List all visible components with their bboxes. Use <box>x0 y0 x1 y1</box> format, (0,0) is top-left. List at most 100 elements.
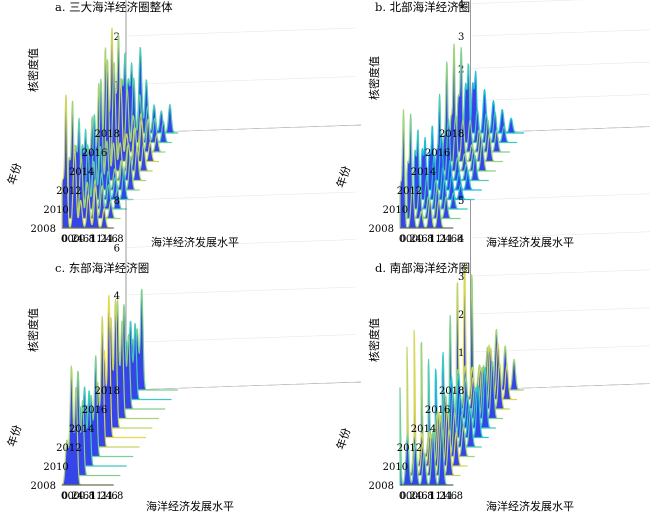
density-ridge <box>399 387 454 486</box>
z-gridline <box>125 286 357 296</box>
density-ridge <box>406 113 461 220</box>
x-tick-label: 0 <box>61 234 67 245</box>
x-tick-label: 0.8 <box>418 234 434 245</box>
z-tick-label: 4 <box>114 291 120 302</box>
panel-title: b. 北部海洋经济圈 <box>375 0 470 14</box>
z-tick-label: 3 <box>458 272 464 283</box>
z-axis-label: 核密度值 <box>367 56 381 100</box>
year-tick-label: 2008 <box>31 481 56 492</box>
z-axis-label: 核密度值 <box>26 48 40 92</box>
x-tick-label: 0.2 <box>400 491 416 502</box>
year-tick-label: 2010 <box>383 462 408 473</box>
z-tick-label: 6 <box>114 244 120 255</box>
x-tick-label: 0.2 <box>62 234 78 245</box>
y-axis-label: 年份 <box>4 423 24 448</box>
year-tick-label: 2010 <box>43 205 68 216</box>
z-tick-label: 2 <box>114 32 120 43</box>
x-tick-label: 1.4 <box>435 491 451 502</box>
year-tick-label: 2012 <box>56 186 81 197</box>
density-ridge <box>413 129 468 210</box>
y-axis-label: 年份 <box>333 164 353 189</box>
x-tick-label: 1.6 <box>441 234 457 245</box>
x-tick-label: 0.8 <box>418 491 434 502</box>
year-tick-label: 2018 <box>95 129 120 140</box>
z-tick-label: 5 <box>458 196 464 207</box>
x-tick-label: 0.2 <box>400 234 416 245</box>
z-gridline <box>470 345 650 353</box>
z-tick-label: 4 <box>458 0 464 11</box>
x-tick-label: 1.4 <box>96 234 112 245</box>
year-tick-label: 2016 <box>82 405 107 416</box>
year-tick-label: 2010 <box>383 205 408 216</box>
year-tick-label: 2012 <box>56 443 81 454</box>
z-gridline <box>470 269 650 277</box>
year-tick-label: 2018 <box>95 386 120 397</box>
z-tick-label: 1 <box>458 348 464 359</box>
year-tick-label: 2008 <box>369 481 394 492</box>
year-tick-label: 2014 <box>411 167 436 178</box>
z-axis-label: 核密度值 <box>26 308 40 352</box>
z-gridline <box>125 191 357 201</box>
chart-panel-c: 0246800.20.40.60.811.21.41.61.8200820102… <box>4 191 362 513</box>
x-tick-label: 1.8 <box>447 491 463 502</box>
x-axis-label: 海洋经济发展水平 <box>151 235 239 249</box>
x-tick-label: 0.4 <box>406 491 422 502</box>
x-tick-label: 0.6 <box>412 234 428 245</box>
z-gridline <box>125 334 357 343</box>
x-tick-label: 0.4 <box>406 234 422 245</box>
x-tick-label: 0 <box>399 234 405 245</box>
z-tick-label: 2 <box>458 310 464 321</box>
x-tick-label: 1.6 <box>441 491 457 502</box>
x-tick-label: 0.6 <box>73 234 89 245</box>
year-tick-label: 2018 <box>439 129 464 140</box>
z-gridline <box>470 94 650 101</box>
x-tick-label: 1.8 <box>108 491 124 502</box>
z-gridline <box>125 76 357 85</box>
chart-panel-d: 01234500.20.40.60.811.21.41.61.820082010… <box>333 193 650 513</box>
x-axis-label: 海洋经济发展水平 <box>146 499 234 513</box>
x-axis-label: 海洋经济发展水平 <box>486 499 574 513</box>
x-tick-label: 1.2 <box>90 491 106 502</box>
year-tick-label: 2012 <box>397 443 422 454</box>
chart-panel-a: 0123400.20.40.60.811.21.41.61.8200820102… <box>4 0 362 249</box>
year-tick-label: 2012 <box>397 186 422 197</box>
year-tick-label: 2016 <box>425 405 450 416</box>
x-tick-label: 1.2 <box>429 491 445 502</box>
year-tick-label: 2014 <box>69 424 94 435</box>
z-tick-label: 8 <box>114 196 120 207</box>
z-gridline <box>470 61 650 69</box>
x-tick-label: 1 <box>89 491 95 502</box>
x-tick-label: 0.6 <box>412 491 428 502</box>
z-gridline <box>470 193 650 201</box>
z-tick-label: 3 <box>458 32 464 43</box>
x-tick-label: 1.4 <box>96 491 112 502</box>
density-ridge <box>61 94 115 229</box>
x-tick-label: 1.8 <box>447 234 463 245</box>
z-gridline <box>125 381 357 391</box>
z-tick-label: 4 <box>458 234 464 245</box>
z-gridline <box>470 0 582 4</box>
year-tick-label: 2014 <box>69 167 94 178</box>
z-gridline <box>470 231 650 239</box>
x-tick-label: 0.8 <box>79 491 95 502</box>
x-tick-label: 0.4 <box>67 491 83 502</box>
panel-title: c. 东部海洋经济圈 <box>55 261 149 275</box>
x-tick-label: 1 <box>428 491 434 502</box>
y-axis-label: 年份 <box>333 426 353 451</box>
x-tick-label: 1.6 <box>102 491 118 502</box>
panel-title: a. 三大海洋经济圈整体 <box>55 0 173 14</box>
chart-panel-b: 012345600.20.40.60.811.21.41.61.82008201… <box>333 0 650 249</box>
year-tick-label: 2010 <box>43 462 68 473</box>
x-tick-label: 0.2 <box>62 491 78 502</box>
z-tick-label: 0 <box>458 386 464 397</box>
year-tick-label: 2018 <box>439 386 464 397</box>
z-gridline <box>125 239 357 248</box>
z-gridline <box>470 307 650 315</box>
z-gridline <box>125 27 357 37</box>
x-tick-label: 0 <box>61 491 67 502</box>
year-tick-label: 2016 <box>82 148 107 159</box>
panel-title: d. 南部海洋经济圈 <box>375 261 470 275</box>
z-gridline <box>470 29 650 37</box>
y-axis-label: 年份 <box>4 161 24 186</box>
